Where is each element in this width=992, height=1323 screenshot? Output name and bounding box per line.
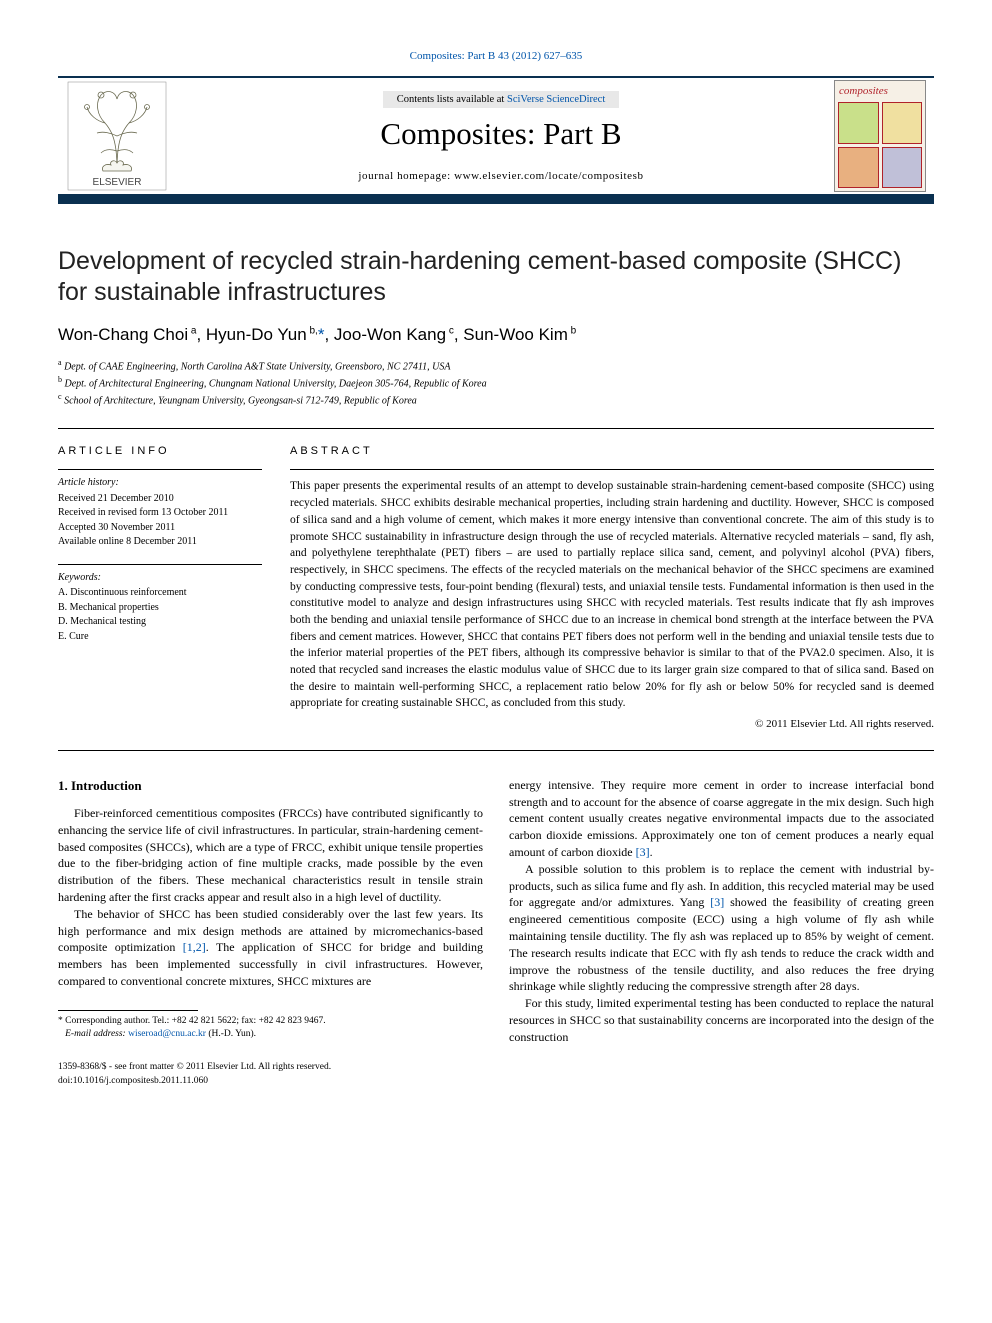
abstract-text: This paper presents the experimental res… xyxy=(290,478,934,711)
elsevier-tree-icon: ELSEVIER xyxy=(67,81,167,191)
journal-homepage: journal homepage: www.elsevier.com/locat… xyxy=(358,170,643,182)
publisher-logo-box: ELSEVIER xyxy=(58,78,176,194)
cover-title: composites xyxy=(835,81,925,99)
keyword: B. Mechanical properties xyxy=(58,601,262,616)
author-2: Hyun-Do Yun xyxy=(206,325,307,344)
info-abstract-row: ARTICLE INFO Article history: Received 2… xyxy=(58,428,934,729)
sciencedirect-link[interactable]: SciVerse ScienceDirect xyxy=(507,94,605,105)
header-center: Contents lists available at SciVerse Sci… xyxy=(176,78,826,194)
affiliation-a: a Dept. of CAAE Engineering, North Carol… xyxy=(58,357,934,374)
article-info: ARTICLE INFO Article history: Received 2… xyxy=(58,445,262,729)
footnote-star: * xyxy=(58,1016,63,1026)
ref-link-1-2[interactable]: [1,2] xyxy=(183,940,206,954)
ref-link-3b[interactable]: [3] xyxy=(710,895,724,909)
cover-thumb-box: composites xyxy=(826,78,934,194)
keyword: E. Cure xyxy=(58,630,262,645)
history-line: Available online 8 December 2011 xyxy=(58,535,262,550)
footnote-text: Corresponding author. Tel.: +82 42 821 5… xyxy=(65,1016,326,1026)
author-1: Won-Chang Choi xyxy=(58,325,188,344)
footnote-rule xyxy=(58,1010,198,1011)
top-citation: Composites: Part B 43 (2012) 627–635 xyxy=(58,50,934,62)
affiliation-c: c School of Architecture, Yeungnam Unive… xyxy=(58,391,934,408)
affiliations: a Dept. of CAAE Engineering, North Carol… xyxy=(58,357,934,409)
keywords: Keywords: A. Discontinuous reinforcement… xyxy=(58,564,262,645)
email-label: E-mail address: xyxy=(65,1029,126,1039)
corresponding-email-link[interactable]: wiseroad@cnu.ac.kr xyxy=(128,1029,206,1039)
history-subhead: Article history: xyxy=(58,476,262,491)
journal-header: ELSEVIER Contents lists available at Sci… xyxy=(58,76,934,204)
keyword: D. Mechanical testing xyxy=(58,615,262,630)
doi-line: doi:10.1016/j.compositesb.2011.11.060 xyxy=(58,1075,483,1088)
article-title: Development of recycled strain-hardening… xyxy=(58,246,934,309)
history-line: Received in revised form 13 October 2011 xyxy=(58,506,262,521)
body-columns: 1. Introduction Fiber-reinforced cementi… xyxy=(58,777,934,1088)
author-4: Sun-Woo Kim xyxy=(463,325,568,344)
corresponding-footnote: * Corresponding author. Tel.: +82 42 821… xyxy=(58,1015,483,1042)
para: Fiber-reinforced cementitious composites… xyxy=(58,805,483,906)
article-history: Article history: Received 21 December 20… xyxy=(58,469,262,550)
publisher-name: ELSEVIER xyxy=(93,177,142,188)
ref-link-3[interactable]: [3] xyxy=(636,845,650,859)
affiliation-b: b Dept. of Architectural Engineering, Ch… xyxy=(58,374,934,391)
history-line: Accepted 30 November 2011 xyxy=(58,521,262,536)
article-info-head: ARTICLE INFO xyxy=(58,445,262,457)
journal-cover-icon: composites xyxy=(834,80,926,192)
cover-art xyxy=(835,99,925,191)
abstract-copyright: © 2011 Elsevier Ltd. All rights reserved… xyxy=(290,718,934,730)
contents-prefix: Contents lists available at xyxy=(397,94,507,105)
email-suffix: (H.-D. Yun). xyxy=(208,1029,256,1039)
right-column: energy intensive. They require more ceme… xyxy=(509,777,934,1088)
contents-list-banner: Contents lists available at SciVerse Sci… xyxy=(383,91,619,108)
section-divider xyxy=(58,750,934,751)
history-line: Received 21 December 2010 xyxy=(58,492,262,507)
left-column: 1. Introduction Fiber-reinforced cementi… xyxy=(58,777,483,1088)
top-citation-link[interactable]: Composites: Part B 43 (2012) 627–635 xyxy=(410,50,583,62)
para: For this study, limited experimental tes… xyxy=(509,995,934,1045)
abstract: ABSTRACT This paper presents the experim… xyxy=(290,445,934,729)
para: A possible solution to this problem is t… xyxy=(509,861,934,995)
para: The behavior of SHCC has been studied co… xyxy=(58,906,483,990)
journal-name: Composites: Part B xyxy=(380,116,621,152)
keyword: A. Discontinuous reinforcement xyxy=(58,586,262,601)
corresponding-marker[interactable]: * xyxy=(318,325,325,344)
section-heading: 1. Introduction xyxy=(58,777,483,795)
abstract-head: ABSTRACT xyxy=(290,445,934,457)
author-3: Joo-Won Kang xyxy=(334,325,446,344)
author-list: Won-Chang Choi a, Hyun-Do Yun b,*, Joo-W… xyxy=(58,325,934,345)
issn-line: 1359-8368/$ - see front matter © 2011 El… xyxy=(58,1061,483,1074)
footer-meta: 1359-8368/$ - see front matter © 2011 El… xyxy=(58,1061,483,1088)
para: energy intensive. They require more ceme… xyxy=(509,777,934,861)
keywords-subhead: Keywords: xyxy=(58,571,262,586)
